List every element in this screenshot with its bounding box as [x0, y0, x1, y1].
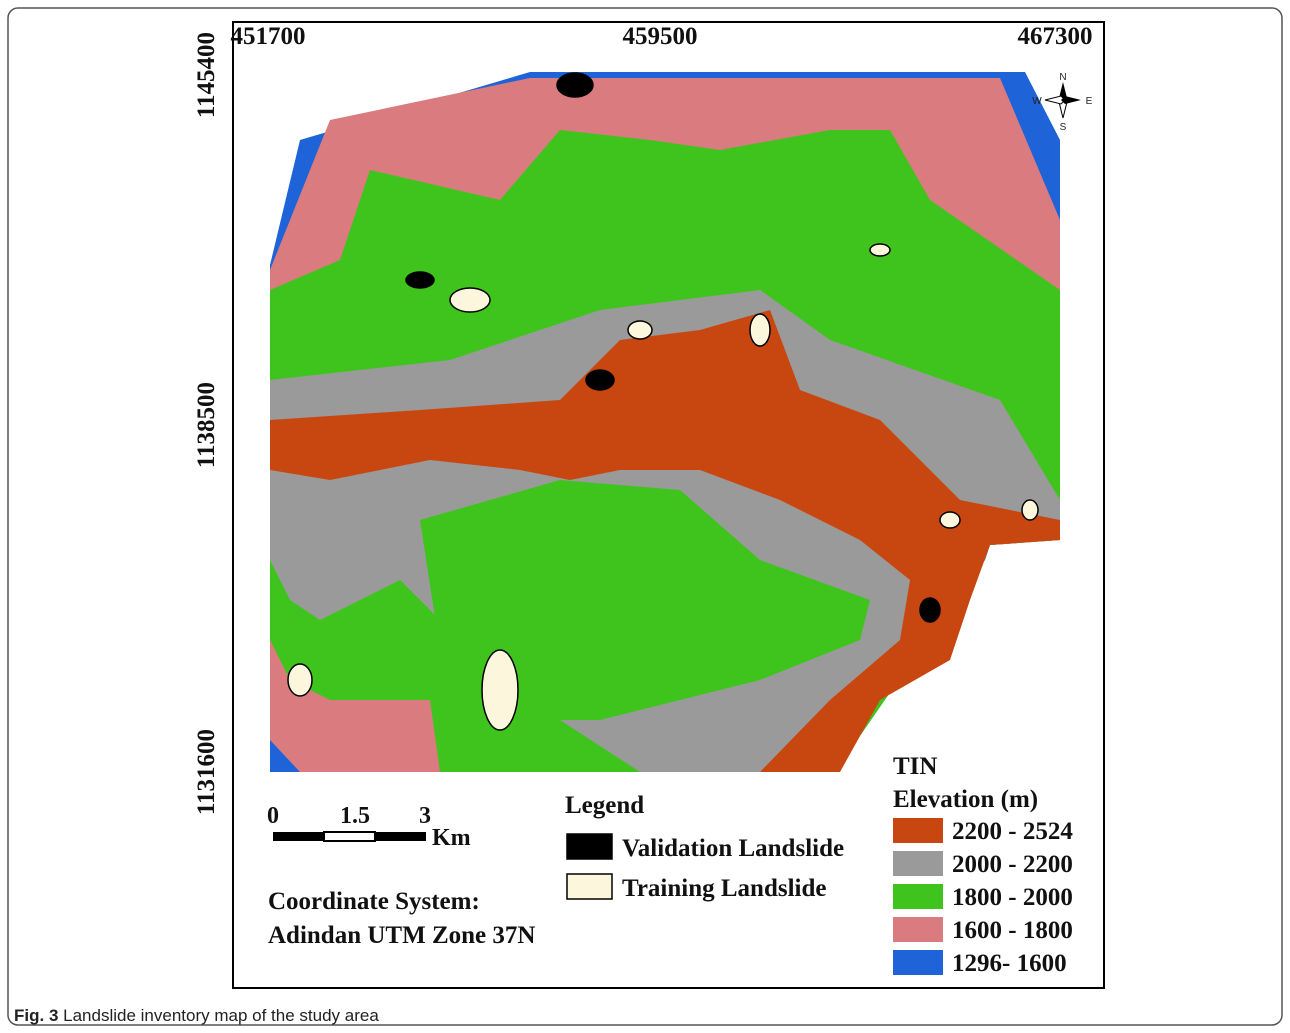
compass-n: N: [1059, 72, 1066, 83]
elevation-swatch: [893, 950, 943, 975]
landslide-polygon: [939, 511, 961, 529]
legend-label: Training Landslide: [622, 875, 826, 902]
elevation-swatch: [893, 917, 943, 942]
map-area: [270, 72, 1060, 772]
elevation-label: 1800 - 2000: [952, 884, 1073, 911]
landslide-polygon: [869, 243, 891, 257]
legend-swatch: [566, 873, 613, 900]
caption-text: Landslide inventory map of the study are…: [63, 1006, 379, 1025]
x-tick-label: 451700: [231, 23, 306, 50]
compass-s: S: [1060, 122, 1067, 133]
caption: Fig. 3 Landslide inventory map of the st…: [14, 1006, 379, 1025]
legend-label: Validation Landslide: [622, 835, 844, 862]
landslide-polygon: [749, 313, 771, 347]
coordinate-system: Coordinate System:: [268, 888, 480, 915]
elevation-swatch: [893, 851, 943, 876]
y-tick-label: 1131600: [193, 729, 220, 815]
elevation-label: 1600 - 1800: [952, 917, 1073, 944]
landslide-polygon: [449, 287, 491, 313]
y-tick-label: 1138500: [193, 382, 220, 468]
scale-label: 1.5: [340, 803, 370, 829]
elevation-title: Elevation (m): [893, 786, 1038, 813]
landslide-polygon: [627, 320, 653, 340]
legend: Validation Landslide Training Landslide: [566, 833, 844, 902]
legend-title: Legend: [565, 792, 644, 819]
landslide-polygon: [556, 72, 594, 98]
landslide-polygon: [919, 597, 941, 623]
elevation-zone: [420, 480, 870, 720]
x-tick-label: 459500: [623, 23, 698, 50]
scale-label: 3: [419, 803, 431, 829]
legend-swatch: [566, 833, 613, 860]
landslide-polygon: [585, 369, 615, 391]
elevation-label: 2200 - 2524: [952, 818, 1073, 845]
scale-unit: Km: [432, 825, 471, 851]
landslide-polygon: [287, 663, 313, 697]
landslide-polygon: [1021, 499, 1039, 521]
elevation-swatch: [893, 818, 943, 843]
compass-w: W: [1032, 96, 1042, 107]
elevation-label: 1296- 1600: [952, 950, 1067, 977]
scale-bar: 0 1.5 3 Km: [267, 803, 471, 851]
caption-label: Fig. 3: [14, 1006, 58, 1025]
elevation-zone: [270, 310, 1060, 772]
compass-e: E: [1086, 96, 1093, 107]
landslide-polygon: [405, 271, 435, 289]
north-arrow: N S W E: [1032, 72, 1092, 133]
x-tick-label: 467300: [1018, 23, 1093, 50]
landslide-polygon: [481, 649, 519, 731]
elevation-swatch: [893, 884, 943, 909]
elevation-title: TIN: [893, 753, 937, 780]
scale-label: 0: [267, 803, 279, 829]
y-tick-label: 1145400: [193, 32, 220, 118]
coordinate-system: Adindan UTM Zone 37N: [268, 922, 535, 949]
elevation-label: 2000 - 2200: [952, 851, 1073, 878]
elevation-legend: 2200 - 2524 2000 - 2200 1800 - 2000 1600 - …: [893, 818, 1073, 977]
